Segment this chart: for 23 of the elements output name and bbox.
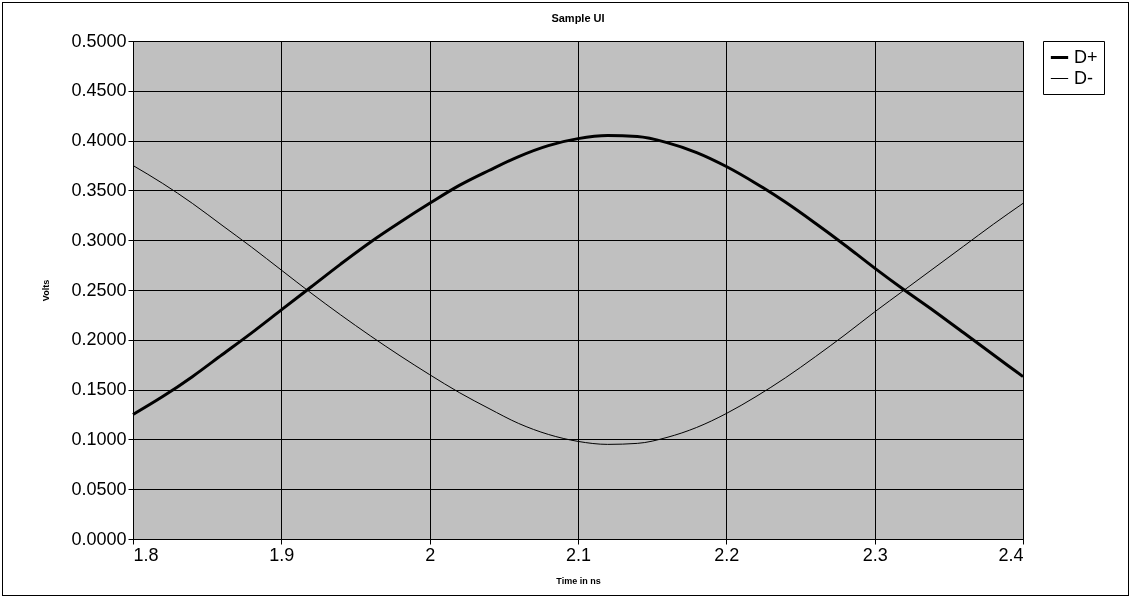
x-tick-label: 1.8 bbox=[133, 544, 159, 565]
y-tick-label: 0.1500 bbox=[71, 379, 127, 400]
x-tick-label: 2.1 bbox=[565, 544, 592, 565]
chart-title: Sample UI bbox=[551, 12, 605, 24]
legend-label: D+ bbox=[1074, 46, 1098, 67]
y-tick-label: 0.2000 bbox=[71, 329, 127, 350]
y-tick-label: 0.5000 bbox=[71, 30, 127, 51]
y-tick-label: 0.4500 bbox=[71, 80, 127, 101]
y-tick-label: 0.1000 bbox=[71, 428, 127, 449]
x-tick-label: 2.2 bbox=[714, 544, 740, 565]
y-tick-label: 0.2500 bbox=[71, 279, 127, 300]
y-tick-label: 0.3500 bbox=[71, 179, 127, 200]
legend-label: D- bbox=[1074, 67, 1093, 88]
x-tick-label: 1.9 bbox=[269, 544, 295, 565]
x-axis-title: Time in ns bbox=[556, 575, 601, 586]
y-tick-label: 0.0500 bbox=[71, 478, 127, 499]
y-tick-label: 0.4000 bbox=[71, 130, 127, 151]
x-tick-label: 2 bbox=[425, 544, 436, 565]
x-tick-label: 2.3 bbox=[862, 544, 888, 565]
y-tick-label: 0.3000 bbox=[71, 229, 127, 250]
x-tick-label: 2.4 bbox=[998, 544, 1024, 565]
y-axis-title: Volts bbox=[41, 279, 52, 302]
y-tick-label: 0.0000 bbox=[71, 528, 127, 549]
